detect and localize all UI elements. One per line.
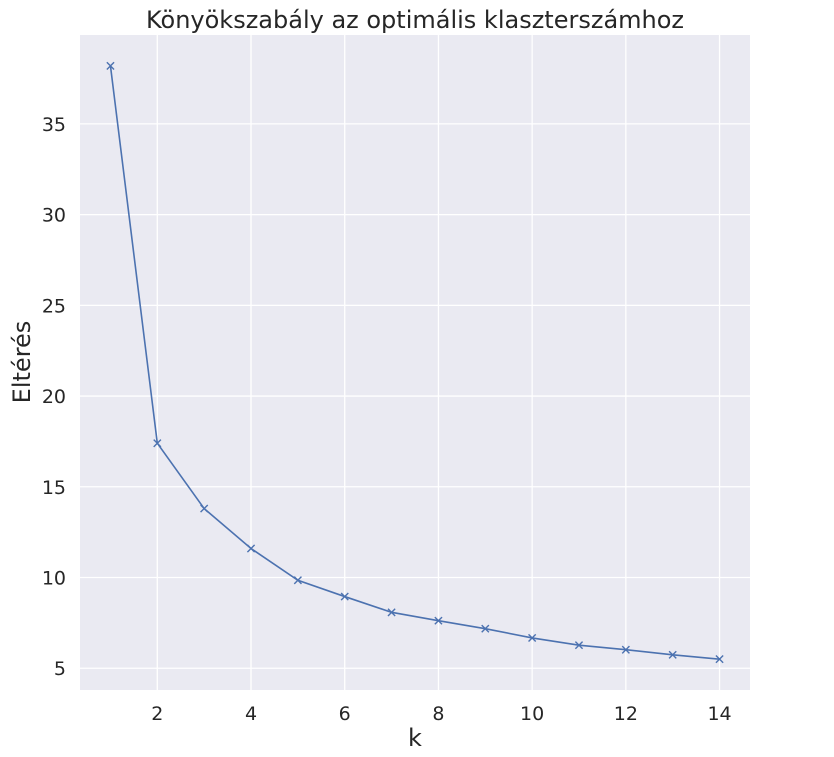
y-tick-label: 10 (42, 568, 66, 590)
data-point-marker (340, 592, 349, 601)
x-tick-label: 8 (432, 703, 444, 725)
y-tick-label: 5 (54, 658, 66, 680)
data-point-marker (481, 624, 490, 633)
y-tick-labels: 5 10 15 20 25 30 35 (42, 114, 66, 680)
x-tick-label: 10 (520, 703, 544, 725)
data-point-marker (668, 650, 677, 659)
series-layer (106, 61, 724, 664)
y-tick-label: 25 (42, 295, 66, 317)
x-tick-label: 6 (339, 703, 351, 725)
data-point-marker (387, 608, 396, 617)
grid-lines (80, 35, 750, 690)
x-tick-label: 2 (151, 703, 163, 725)
x-tick-label: 14 (707, 703, 731, 725)
plot-background (80, 35, 750, 690)
y-tick-label: 35 (42, 114, 66, 136)
x-tick-labels: 2 4 6 8 10 12 14 (151, 703, 731, 725)
data-point-marker (153, 439, 162, 448)
x-tick-label: 4 (245, 703, 257, 725)
chart-title: Könyökszabály az optimális klaszterszámh… (146, 6, 684, 34)
data-point-marker (293, 576, 302, 585)
data-point-marker (434, 616, 443, 625)
data-point-marker (574, 641, 584, 650)
x-tick-label: 12 (614, 703, 638, 725)
y-axis-label: Eltérés (8, 321, 36, 404)
x-axis-label: k (408, 724, 422, 752)
data-point-marker (528, 633, 537, 643)
data-point-marker (106, 61, 115, 70)
series-line (109, 65, 720, 660)
data-point-marker (200, 504, 209, 513)
y-tick-label: 15 (42, 477, 66, 499)
y-tick-label: 30 (42, 205, 66, 227)
data-point-marker (246, 544, 256, 553)
data-point-marker (715, 655, 724, 664)
data-point-marker (621, 645, 630, 654)
y-tick-label: 20 (42, 386, 66, 408)
